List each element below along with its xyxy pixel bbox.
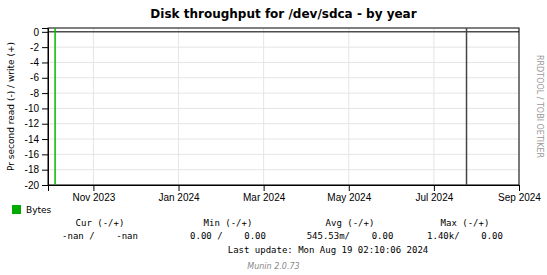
y-tick-mark xyxy=(42,32,48,33)
x-tick-label: May 2024 xyxy=(327,192,371,203)
y-tick-label: -14 xyxy=(25,134,40,145)
chart: Nov 2023 Jan 2024 Mar 2024 May 2024 Jul 2024… xyxy=(0,0,547,275)
grid-line-y xyxy=(48,77,519,78)
last-update: Last update: Mon Aug 19 02:10:06 2024 xyxy=(228,245,428,255)
vertical-line xyxy=(466,28,468,185)
grid-line-y xyxy=(48,123,519,124)
stats-header: Min (-/+) xyxy=(204,218,253,228)
x-tick: Nov 2023 xyxy=(72,185,115,203)
stats-value: -nan / -nan xyxy=(62,231,138,241)
x-tick-mark xyxy=(434,185,435,191)
version: Munin 2.0.73 xyxy=(247,262,299,271)
y-tick-mark xyxy=(42,93,48,94)
x-tick-label: Nov 2023 xyxy=(72,192,115,203)
stats-header: Cur (-/+) xyxy=(76,218,125,228)
stats-value: 1.40k/ 0.00 xyxy=(427,231,503,241)
x-tick-label: Mar 2024 xyxy=(243,192,286,203)
y-tick-mark xyxy=(42,108,48,109)
grid-line-y xyxy=(48,93,519,94)
x-tick-mark xyxy=(519,185,520,191)
grid-line-y xyxy=(48,139,519,140)
y-tick-label: -18 xyxy=(25,164,40,175)
y-tick: 0 xyxy=(33,27,48,38)
y-tick-mark xyxy=(42,185,48,186)
stats-value: 545.53m/ 0.00 xyxy=(307,231,394,241)
y-tick-label: 0 xyxy=(33,27,39,38)
y-tick-label: -12 xyxy=(25,118,40,129)
stats-value: 0.00 / 0.00 xyxy=(190,231,266,241)
legend-swatch xyxy=(12,205,21,214)
vertical-line xyxy=(54,28,56,185)
y-tick-mark xyxy=(42,47,48,48)
grid-line-x xyxy=(433,28,434,185)
grid-line-y xyxy=(48,154,519,155)
grid xyxy=(48,28,519,185)
grid-line-x xyxy=(263,28,264,185)
marks xyxy=(48,28,519,185)
plot-frame xyxy=(48,28,519,185)
x-tick: Jan 2024 xyxy=(158,185,200,203)
grid-line-y xyxy=(48,47,519,48)
y-tick-label: -2 xyxy=(30,42,39,53)
grid-line-y xyxy=(48,62,519,63)
x-axis-line xyxy=(49,186,520,192)
y-tick-mark xyxy=(42,124,48,125)
grid-line-y xyxy=(48,169,519,170)
grid-line-x xyxy=(93,28,94,185)
x-tick-mark xyxy=(93,185,94,191)
legend: Bytes xyxy=(12,205,52,215)
grid-line-x xyxy=(348,28,349,185)
y-tick-label: -16 xyxy=(25,149,40,160)
y-tick-mark xyxy=(42,62,48,63)
y-tick: -20 xyxy=(25,180,48,191)
y-axis-title: Pr second read (-) / write (+) xyxy=(6,42,16,171)
x-tick: May 2024 xyxy=(327,185,371,203)
y-tick-label: -20 xyxy=(25,180,40,191)
grid-line-y xyxy=(48,108,519,109)
y-tick-label: -8 xyxy=(30,88,39,99)
y-tick: -6 xyxy=(30,72,48,83)
stats-header: Max (-/+) xyxy=(441,218,490,228)
x-tick-mark xyxy=(349,185,350,191)
x-tick-mark xyxy=(264,185,265,191)
y-tick-label: -4 xyxy=(30,57,39,68)
y-tick-label: -10 xyxy=(25,103,40,114)
y-tick: -12 xyxy=(25,118,48,129)
grid-line-x xyxy=(178,28,179,185)
y-tick: -16 xyxy=(25,149,48,160)
y-tick: -10 xyxy=(25,103,48,114)
y-axis-line xyxy=(42,29,49,186)
x-tick: Jul 2024 xyxy=(415,185,453,203)
y-tick-mark xyxy=(42,139,48,140)
y-tick: -4 xyxy=(30,57,48,68)
x-tick: Mar 2024 xyxy=(243,185,286,203)
title: Disk throughput for /dev/sdca - by year xyxy=(150,7,416,21)
y-tick-mark xyxy=(42,78,48,79)
y-tick-mark xyxy=(42,154,48,155)
y-tick: -2 xyxy=(30,42,48,53)
zero-line xyxy=(48,31,519,32)
y-tick-label: -6 xyxy=(30,72,39,83)
y-tick: -8 xyxy=(30,88,48,99)
x-axis: Nov 2023 Jan 2024 Mar 2024 May 2024 Jul 2024… xyxy=(49,185,542,203)
right-label: RRDTOOL / TOBI OETIKER xyxy=(535,55,544,158)
y-tick: -14 xyxy=(25,134,48,145)
y-axis: 0 -2 -4 -6 -8 -10 -12 -14 -16 -18 -20 xyxy=(25,27,49,191)
y-tick-mark xyxy=(42,170,48,171)
x-tick: Sep 2024 xyxy=(498,185,541,203)
x-tick-mark xyxy=(179,185,180,191)
stats-header: Avg (-/+) xyxy=(326,218,375,228)
legend-label: Bytes xyxy=(26,205,52,215)
y-tick: -18 xyxy=(25,164,48,175)
grid-line-y xyxy=(48,31,519,32)
x-tick-label: Jan 2024 xyxy=(158,192,200,203)
plot: Nov 2023 Jan 2024 Mar 2024 May 2024 Jul 2024… xyxy=(25,27,542,204)
x-tick-label: Sep 2024 xyxy=(498,192,541,203)
x-tick-label: Jul 2024 xyxy=(415,192,453,203)
